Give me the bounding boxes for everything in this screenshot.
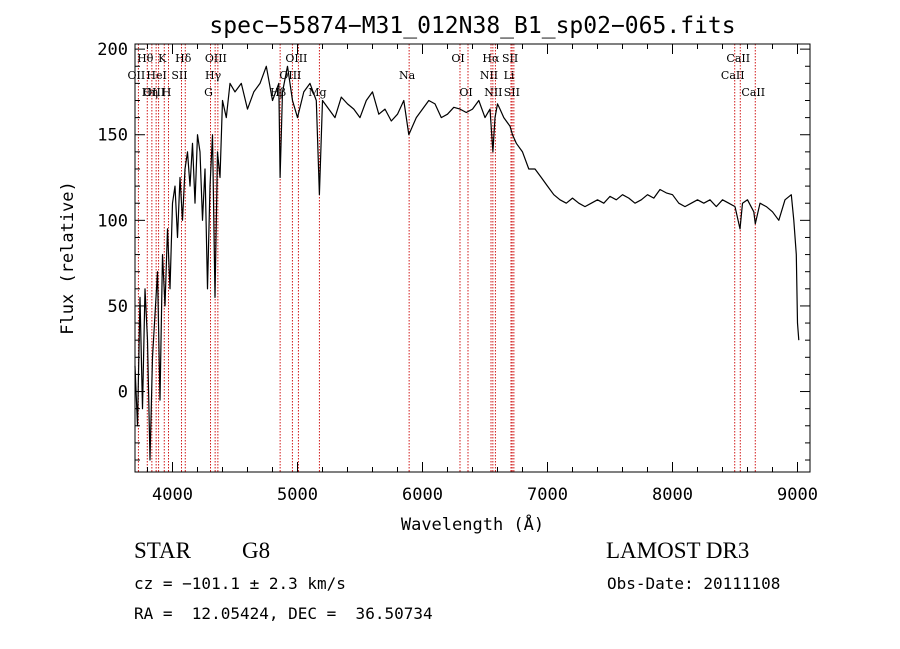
- x-tick-label-0: 4000: [152, 485, 193, 505]
- survey-name: LAMOST DR3: [606, 538, 750, 563]
- line-label-25: CaII: [726, 52, 750, 65]
- line-label-8: Hδ: [175, 52, 192, 65]
- x-tick-label-2: 6000: [402, 485, 443, 505]
- x-axis-label: Wavelength (Å): [401, 513, 544, 535]
- object-subclass: G8: [242, 538, 271, 563]
- x-tick-label-3: 7000: [527, 485, 568, 505]
- line-label-20: SII: [502, 52, 518, 65]
- x-tick-label-5: 9000: [777, 485, 818, 505]
- line-label-27: CaII: [741, 86, 765, 99]
- line-label-18: OI: [459, 86, 472, 99]
- y-tick-label-3: 150: [97, 126, 128, 146]
- line-label-6: SII: [171, 69, 187, 82]
- line-label-15: Mg: [308, 86, 326, 99]
- line-label-16: Na: [399, 69, 416, 82]
- line-label-2: OIII: [143, 86, 165, 99]
- observation-date: Obs-Date: 20111108: [607, 574, 781, 593]
- line-label-1: OII: [128, 69, 146, 82]
- line-label-17: OI: [451, 52, 464, 65]
- line-label-23: NII: [484, 86, 502, 99]
- line-label-26: CaII: [721, 69, 745, 82]
- line-label-19: Hα: [482, 52, 500, 65]
- object-class: STAR: [134, 538, 191, 563]
- line-label-21: NII: [480, 69, 498, 82]
- line-label-24: SII: [504, 86, 520, 99]
- spectrum-line: [134, 65, 800, 461]
- line-label-22: Li: [504, 69, 515, 82]
- line-label-11: G: [204, 86, 213, 99]
- y-tick-label-2: 100: [97, 211, 128, 231]
- line-label-12: OIII: [285, 52, 307, 65]
- x-tick-label-1: 5000: [277, 485, 318, 505]
- line-label-10: Hγ: [205, 69, 222, 82]
- line-label-7: H: [162, 86, 172, 99]
- redshift-cz: cz = −101.1 ± 2.3 km/s: [134, 574, 346, 593]
- y-tick-label-0: 0: [118, 383, 128, 403]
- line-label-3: K: [158, 52, 167, 65]
- line-label-14: Hβ: [270, 86, 286, 99]
- line-label-0: Hθ: [137, 52, 154, 65]
- y-axis-label: Flux (relative): [58, 181, 78, 335]
- ra-dec-coordinates: RA = 12.05424, DEC = 36.50734: [134, 604, 433, 623]
- chart-title: spec−55874−M31_012N38_B1_sp02−065.fits: [209, 13, 735, 39]
- x-tick-label-4: 8000: [652, 485, 693, 505]
- line-label-4: HeI: [146, 69, 166, 82]
- line-label-9: OIII: [205, 52, 227, 65]
- line-label-5: Hη: [142, 86, 158, 99]
- y-tick-label-1: 50: [108, 297, 128, 317]
- y-tick-label-4: 200: [97, 40, 128, 60]
- line-label-13: OIII: [279, 69, 301, 82]
